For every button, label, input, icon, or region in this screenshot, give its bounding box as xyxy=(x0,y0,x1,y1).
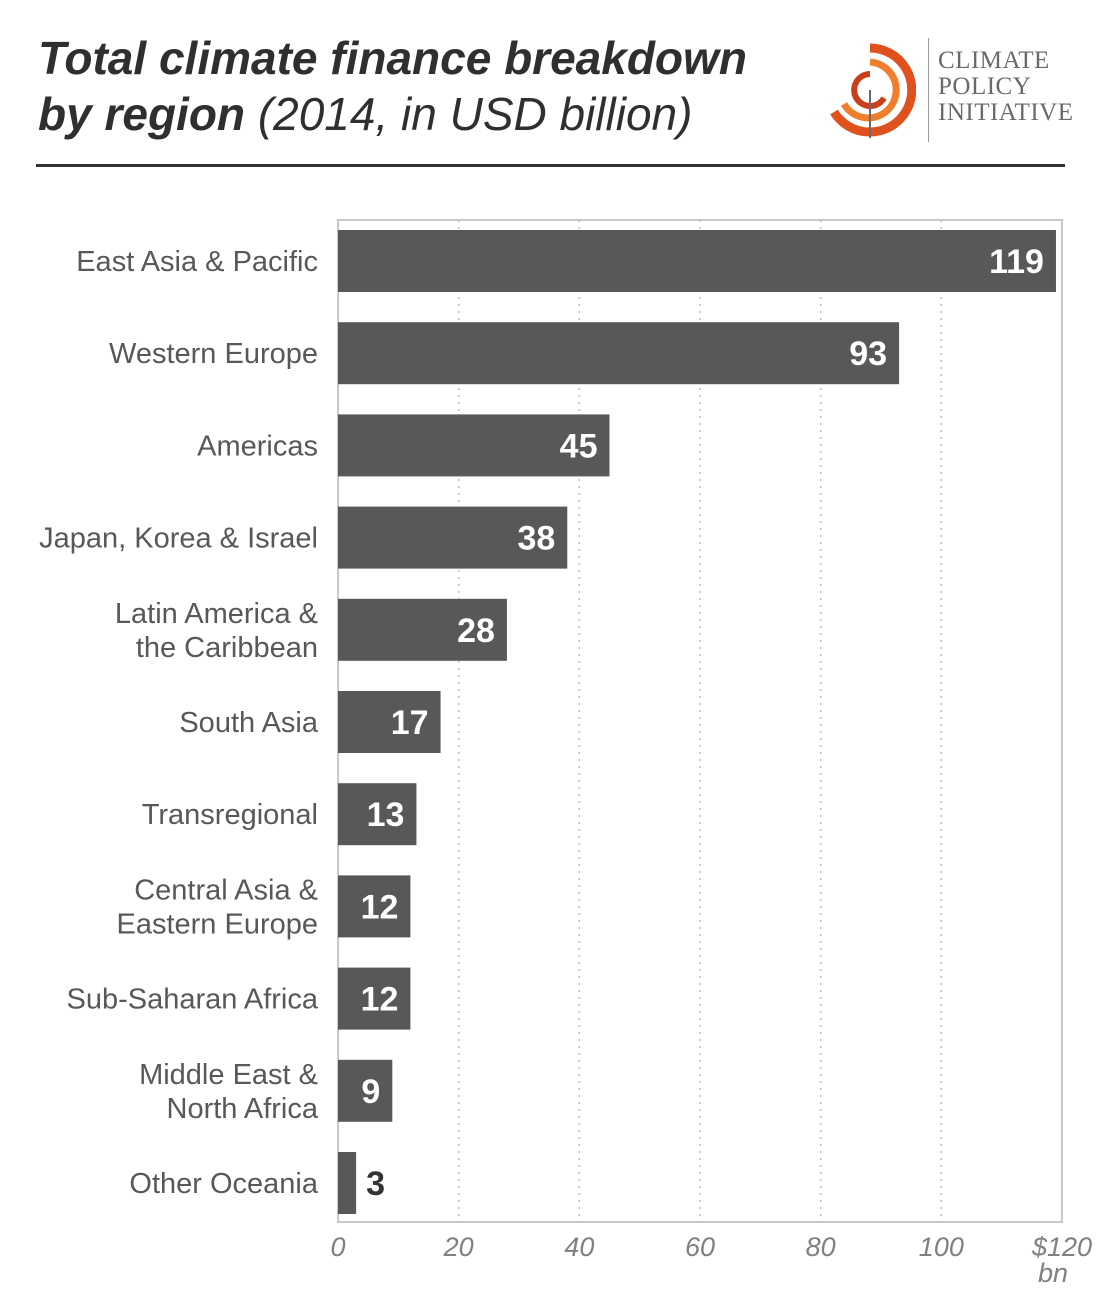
cpi-logo-icon xyxy=(830,43,916,138)
value-label-0: 119 xyxy=(989,243,1044,281)
cpi-logo: CLIMATE POLICY INITIATIVE xyxy=(824,38,1074,148)
category-label-10: Other Oceania xyxy=(129,1168,318,1200)
category-label-9-line-0: Middle East & xyxy=(139,1059,318,1091)
logo-inner-arc xyxy=(851,71,887,109)
bar-2 xyxy=(338,414,610,477)
bar-5 xyxy=(338,691,441,753)
value-label-7: 12 xyxy=(361,888,399,926)
bar-6 xyxy=(338,783,417,846)
category-label-7-line-0: Central Asia & xyxy=(134,874,318,906)
bar-3 xyxy=(338,506,568,569)
logo-line-2: POLICY xyxy=(938,73,1032,100)
logo-wordmark: CLIMATE POLICY INITIATIVE xyxy=(938,48,1074,126)
x-tick-label-3: 60 xyxy=(685,1232,715,1262)
logo-outer-arc xyxy=(830,43,916,137)
category-label-9-line-1: North Africa xyxy=(167,1093,319,1125)
value-label-10: 3 xyxy=(366,1165,385,1203)
category-label-7-line-1: Eastern Europe xyxy=(116,908,318,940)
title-divider xyxy=(36,164,1065,167)
x-tick-label-5: 100 xyxy=(919,1232,964,1262)
logo-divider xyxy=(928,38,929,142)
bar-9 xyxy=(338,1059,393,1122)
logo-line-1: CLIMATE xyxy=(938,47,1050,74)
value-label-1: 93 xyxy=(849,335,887,373)
value-label-6: 13 xyxy=(367,796,405,834)
chart-title: Total climate finance breakdown by regio… xyxy=(38,30,798,142)
category-label-1: Western Europe xyxy=(109,338,318,370)
x-tick-label-6: $120 xyxy=(1031,1232,1092,1262)
category-label-6: Transregional xyxy=(142,799,318,831)
bar-10 xyxy=(338,1152,357,1214)
value-label-9: 9 xyxy=(361,1073,380,1111)
category-label-4-line-1: the Caribbean xyxy=(136,632,318,664)
x-tick-label-4: 80 xyxy=(806,1232,836,1262)
bar-8 xyxy=(338,967,411,1030)
category-label-0: East Asia & Pacific xyxy=(76,246,318,278)
title-line-2: by region (2014, in USD billion) xyxy=(38,86,798,142)
title-bold-part: by region xyxy=(38,88,246,140)
x-tick-label-0: 0 xyxy=(330,1232,345,1262)
bar-7 xyxy=(338,875,411,938)
logo-line-3: INITIATIVE xyxy=(938,99,1074,126)
value-label-5: 17 xyxy=(391,704,429,742)
category-label-2: Americas xyxy=(197,430,318,462)
logo-middle-arc xyxy=(840,58,900,122)
title-subtitle: (2014, in USD billion) xyxy=(257,88,693,140)
x-axis-unit: bn xyxy=(1038,1258,1068,1288)
x-tick-label-2: 40 xyxy=(564,1232,594,1262)
bar-1 xyxy=(338,322,900,385)
category-label-5: South Asia xyxy=(179,707,319,739)
value-label-8: 12 xyxy=(361,981,399,1019)
category-label-8: Sub-Saharan Africa xyxy=(67,984,319,1016)
value-label-3: 38 xyxy=(517,520,555,558)
bar-0 xyxy=(338,230,1056,292)
category-label-4-line-0: Latin America & xyxy=(115,598,318,630)
title-line-1: Total climate finance breakdown xyxy=(38,32,747,84)
value-label-4: 28 xyxy=(457,612,495,650)
x-tick-label-1: 20 xyxy=(443,1232,474,1262)
bar-4 xyxy=(338,598,507,661)
value-label-2: 45 xyxy=(560,427,598,465)
category-label-3: Japan, Korea & Israel xyxy=(39,523,318,555)
